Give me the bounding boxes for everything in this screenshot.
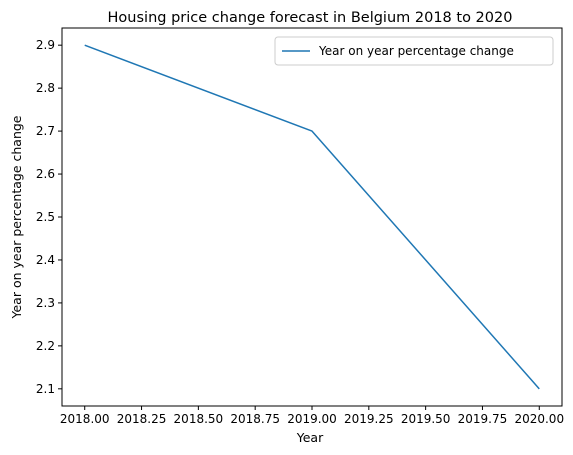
y-tick-label: 2.1 (36, 382, 55, 396)
y-tick-label: 2.2 (36, 339, 55, 353)
y-tick-label: 2.6 (36, 167, 55, 181)
x-tick-label: 2018.75 (230, 412, 280, 426)
y-tick-label: 2.4 (36, 253, 55, 267)
y-axis: 2.1 2.2 2.3 2.4 2.5 2.6 2.7 2.8 2.9 (36, 38, 62, 396)
y-tick-label: 2.3 (36, 296, 55, 310)
series-line-0 (84, 44, 540, 390)
y-tick-label: 2.9 (36, 38, 55, 52)
chart-title: Housing price change forecast in Belgium… (108, 10, 513, 26)
y-axis-title: Year on year percentage change (9, 115, 24, 319)
x-tick-label: 2019.25 (344, 412, 394, 426)
legend: Year on year percentage change (274, 36, 554, 66)
x-axis: 2018.00 2018.25 2018.50 2018.75 2019.00 2019.… (60, 406, 564, 426)
y-tick-label: 2.8 (36, 81, 55, 95)
x-tick-label: 2019.75 (458, 412, 508, 426)
legend-label-0: Year on year percentage change (318, 44, 514, 58)
y-tick-label: 2.5 (36, 210, 55, 224)
x-tick-label: 2018.25 (117, 412, 167, 426)
plot-area-frame (61, 27, 563, 407)
x-tick-label: 2018.00 (60, 412, 110, 426)
legend-box (274, 36, 554, 66)
x-tick-label: 2019.50 (401, 412, 451, 426)
x-tick-label: 2020.00 (514, 412, 564, 426)
x-axis-title: Year (296, 430, 324, 445)
x-tick-label: 2019.00 (287, 412, 337, 426)
series-layer (84, 44, 540, 390)
x-tick-label: 2018.50 (174, 412, 224, 426)
y-tick-label: 2.7 (36, 124, 55, 138)
